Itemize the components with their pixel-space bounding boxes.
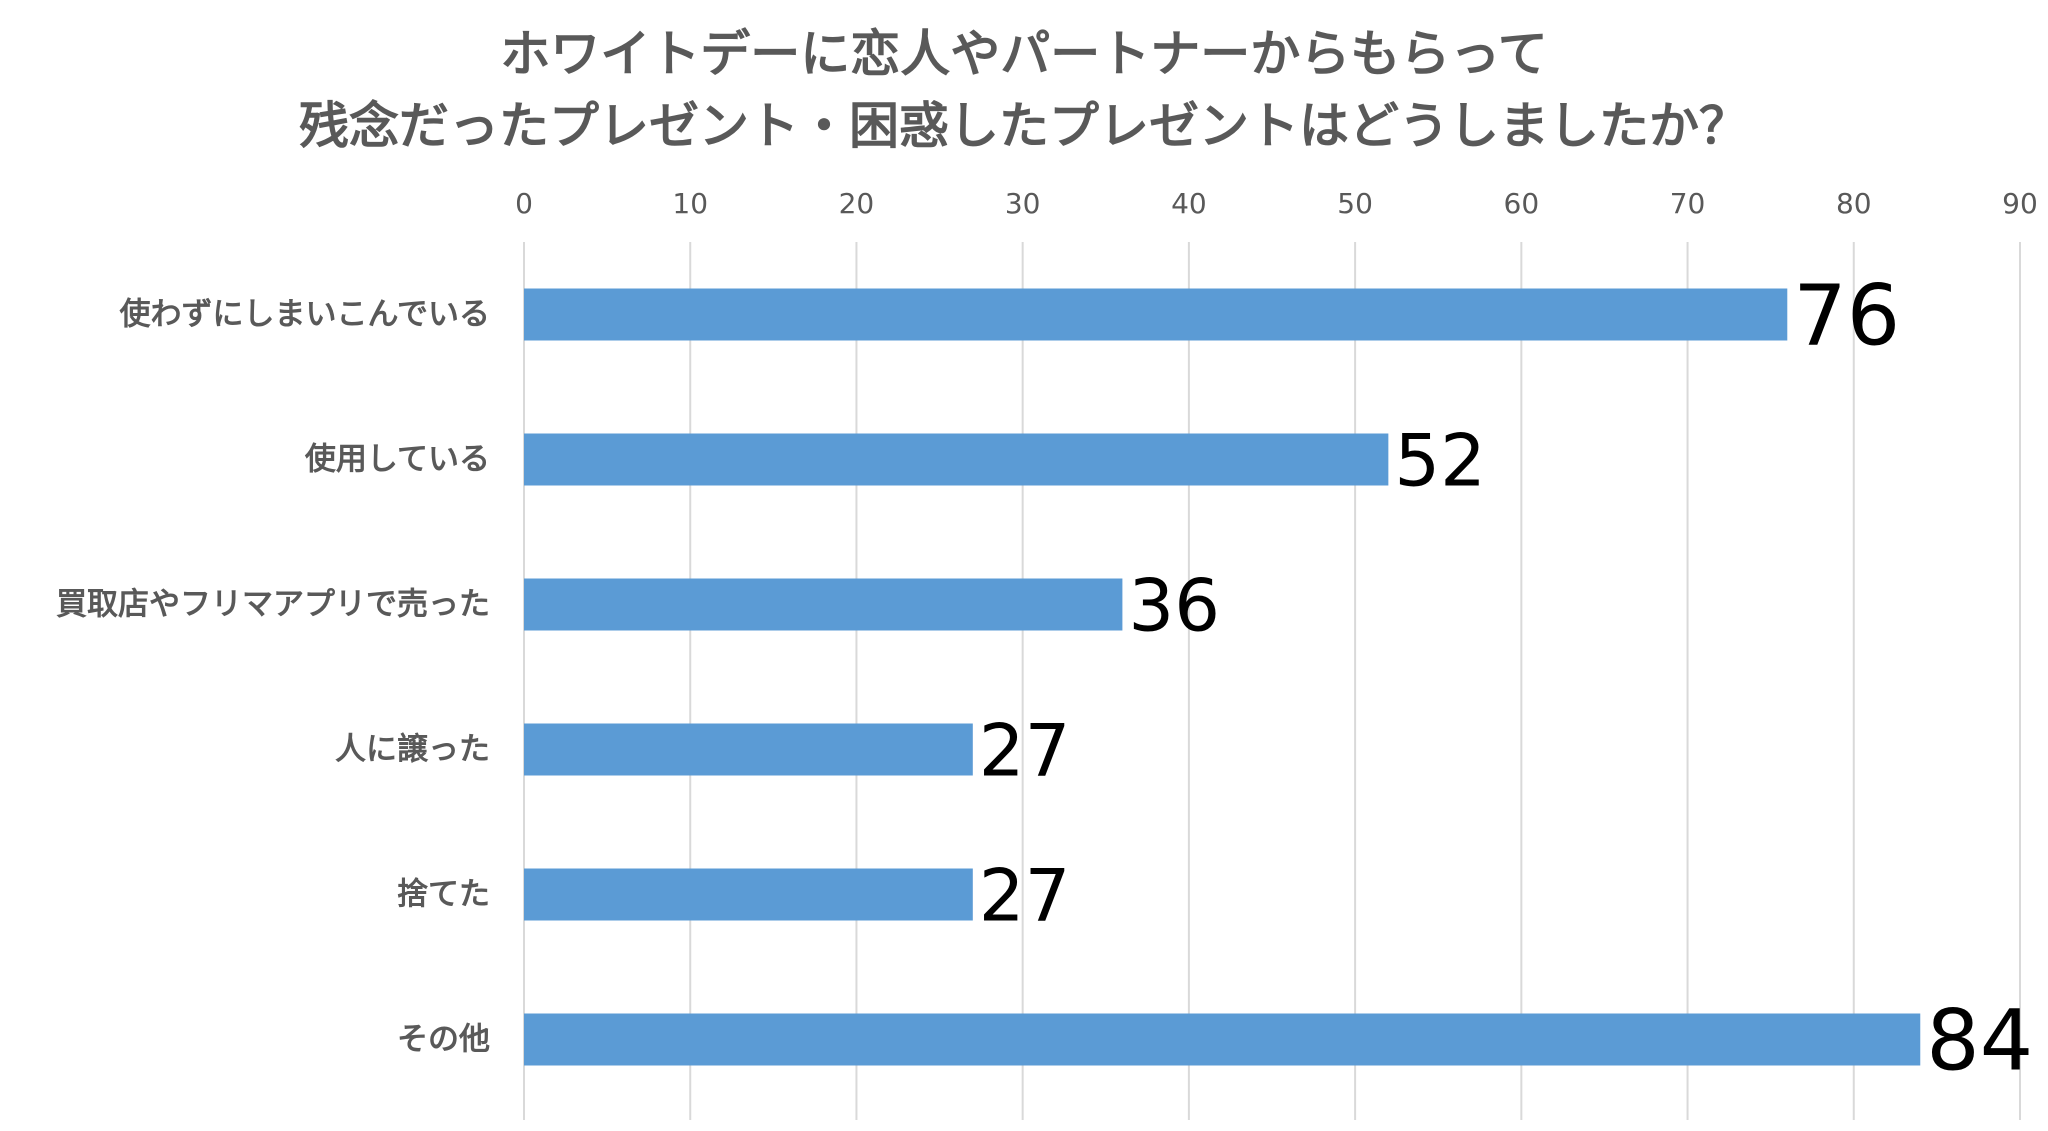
x-tick-label: 60 (1504, 187, 1540, 220)
category-label: 買取店やフリマアプリで売った (56, 587, 490, 623)
x-tick-label: 80 (1836, 187, 1872, 220)
category-labels: 使わずにしまいこんでいる使用している買取店やフリマアプリで売った人に譲った捨てた… (56, 297, 490, 1058)
x-axis-ticks: 0 10 20 30 40 50 60 70 80 90 (515, 187, 2038, 220)
grid-lines (523, 242, 2021, 1120)
bar (524, 868, 973, 921)
x-tick-label: 40 (1171, 187, 1207, 220)
category-label: 使用している (304, 442, 490, 478)
x-tick-label: 30 (1005, 187, 1041, 220)
category-label: 使わずにしまいこんでいる (119, 297, 490, 333)
x-tick-label: 20 (839, 187, 875, 220)
data-label: 27 (979, 708, 1071, 792)
x-tick-label: 10 (672, 187, 708, 220)
chart-title: ホワイトデーに恋人やパートナーからもらって 残念だったプレゼント・困惑したプレゼ… (0, 18, 2048, 162)
x-tick-label: 70 (1670, 187, 1706, 220)
x-tick-label: 0 (515, 187, 533, 220)
category-label: その他 (397, 1022, 490, 1058)
data-label: 76 (1793, 267, 1900, 365)
data-label: 84 (1926, 992, 2033, 1090)
chart-title-line-2: 残念だったプレゼント・困惑したプレゼントはどうしましたか？ (299, 97, 1749, 155)
bars (524, 288, 1921, 1066)
bar (524, 288, 1788, 341)
chart-title-line-1: ホワイトデーに恋人やパートナーからもらって (500, 25, 1548, 83)
data-label: 52 (1394, 418, 1486, 502)
data-label: 27 (979, 853, 1071, 937)
category-label: 人に譲った (335, 732, 490, 768)
bar (524, 1013, 1921, 1066)
bar (524, 578, 1123, 631)
data-labels: 76 52 36 27 27 84 (979, 267, 2033, 1090)
data-label: 36 (1128, 563, 1220, 647)
x-tick-label: 90 (2002, 187, 2038, 220)
category-label: 捨てた (397, 877, 490, 913)
bar (524, 433, 1389, 486)
bar (524, 723, 973, 776)
x-tick-label: 50 (1337, 187, 1373, 220)
